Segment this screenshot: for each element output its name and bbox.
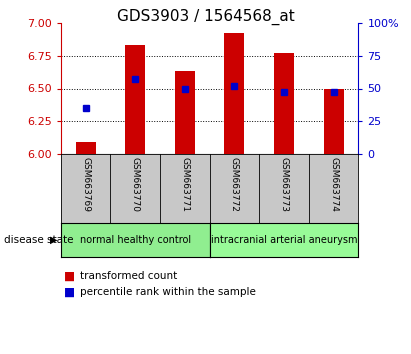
- Bar: [224, 34, 244, 154]
- Text: GSM663774: GSM663774: [329, 158, 338, 212]
- Text: ■: ■: [64, 270, 75, 282]
- Text: transformed count: transformed count: [80, 271, 178, 281]
- Text: GDS3903 / 1564568_at: GDS3903 / 1564568_at: [117, 9, 294, 25]
- Text: disease state: disease state: [4, 235, 74, 245]
- Bar: [274, 53, 294, 154]
- Text: GSM663770: GSM663770: [131, 158, 140, 212]
- Text: GSM663769: GSM663769: [81, 158, 90, 212]
- Text: normal healthy control: normal healthy control: [80, 235, 191, 245]
- Bar: [125, 45, 145, 154]
- Text: ▶: ▶: [50, 235, 58, 245]
- Bar: [76, 142, 95, 154]
- Bar: [175, 72, 195, 154]
- Text: GSM663771: GSM663771: [180, 158, 189, 212]
- Text: GSM663772: GSM663772: [230, 158, 239, 212]
- Bar: [324, 88, 344, 154]
- Text: intracranial arterial aneurysm: intracranial arterial aneurysm: [211, 235, 357, 245]
- Text: percentile rank within the sample: percentile rank within the sample: [80, 287, 256, 297]
- Text: ■: ■: [64, 286, 75, 298]
- Text: GSM663773: GSM663773: [279, 158, 289, 212]
